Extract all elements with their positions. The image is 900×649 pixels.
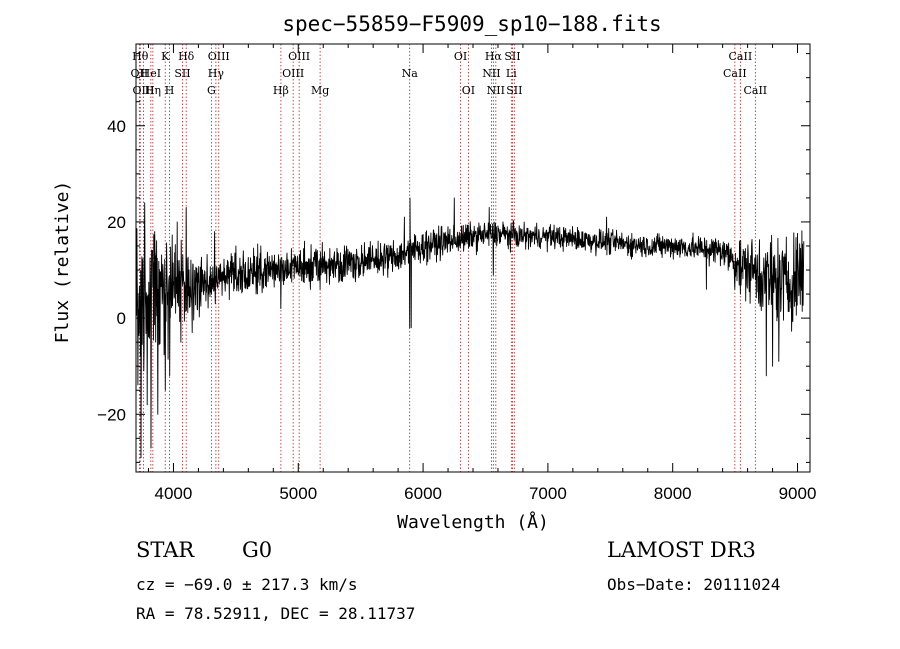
x-tick-label-9000: 9000 <box>779 484 817 503</box>
line-label-24: SII <box>506 84 522 97</box>
x-tick-label-5000: 5000 <box>279 484 317 503</box>
line-label-6: H <box>165 84 175 97</box>
x-tick-label-7000: 7000 <box>529 484 567 503</box>
line-label-1: OII <box>131 67 149 80</box>
line-label-27: CaII <box>743 84 767 97</box>
survey-name: LAMOST DR3 <box>607 538 756 562</box>
line-label-19: NII <box>482 67 500 80</box>
line-label-17: OI <box>454 50 467 63</box>
line-label-13: OIII <box>282 67 304 80</box>
line-label-12: Hβ <box>273 84 289 97</box>
x-tick-label-8000: 8000 <box>654 484 692 503</box>
x-axis-ticks: 4000 5000 6000 7000 8000 9000 <box>147 44 817 503</box>
line-label-9: G <box>207 84 216 97</box>
line-label-3: HeI <box>141 67 161 80</box>
line-label-5: K <box>161 50 170 63</box>
line-label-25: CaII <box>723 67 747 80</box>
x-axis-label: Wavelength (Å) <box>397 511 549 533</box>
x-tick-label-4000: 4000 <box>155 484 193 503</box>
line-label-20: Hα <box>485 50 503 63</box>
spectral-line-labels: Hθ OII OIII HeI Hη K H SII Hδ G Hγ OIII Hβ OIII OIII Mg… <box>131 50 768 97</box>
line-label-23: SII <box>504 50 520 63</box>
spectrum-series <box>135 197 805 459</box>
line-label-8: Hδ <box>178 50 195 63</box>
x-tick-label-6000: 6000 <box>404 484 442 503</box>
line-label-15: Mg <box>311 84 329 97</box>
line-label-0: Hθ <box>132 50 149 63</box>
object-class: STAR <box>136 538 195 562</box>
line-label-14: OIII <box>288 50 310 63</box>
y-tick-label-40: 40 <box>107 117 126 136</box>
y-axis-label: Flux (relative) <box>52 181 73 344</box>
line-label-26: CaII <box>729 50 753 63</box>
y-tick-label--20: −20 <box>97 405 126 424</box>
line-label-7: SII <box>174 67 190 80</box>
line-label-11: OIII <box>208 50 230 63</box>
line-label-18: OI <box>462 84 475 97</box>
y-tick-label-0: 0 <box>117 309 126 328</box>
line-label-2: OIII <box>132 84 154 97</box>
y-axis-ticks: −20 0 20 40 <box>97 53 810 463</box>
line-label-10: Hγ <box>208 67 225 80</box>
coordinates-readout: RA = 78.52911, DEC = 28.11737 <box>136 604 416 623</box>
redshift-readout: cz = −69.0 ± 217.3 km/s <box>136 575 358 594</box>
spectral-subclass: G0 <box>242 538 273 562</box>
line-label-16: Na <box>402 67 419 80</box>
spectrum-line <box>135 197 805 459</box>
y-tick-label-20: 20 <box>107 213 126 232</box>
line-label-4: Hη <box>145 84 161 97</box>
line-label-21: NII <box>487 84 505 97</box>
line-label-22: Li <box>506 67 517 80</box>
chart-title: spec−55859−F5909_sp10−188.fits <box>282 12 661 36</box>
observation-date: Obs−Date: 20111024 <box>607 575 781 594</box>
